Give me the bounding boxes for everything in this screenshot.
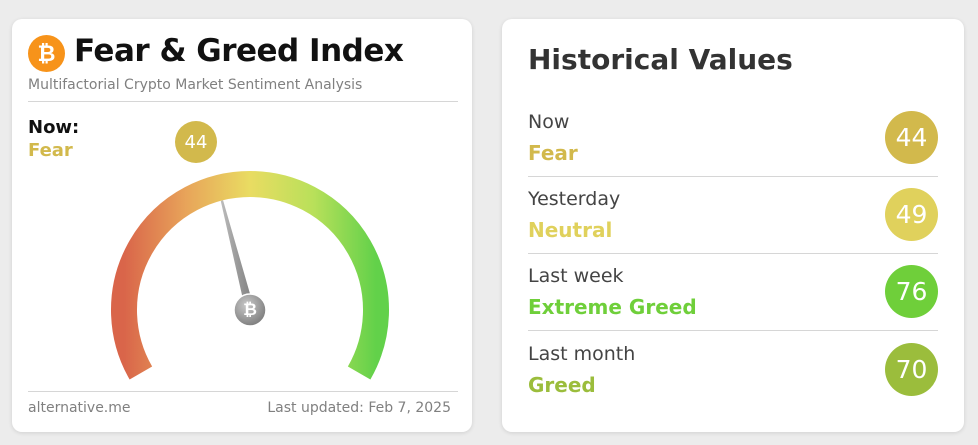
sentiment-gauge: ₿ [111,171,389,380]
history-period: Last month [528,343,636,365]
history-row-last-month: Last month Greed 70 [528,343,938,420]
current-value-badge: 44 [175,121,217,163]
divider [528,330,938,331]
history-value-badge: 70 [885,343,938,396]
history-classification: Fear [528,141,578,165]
fear-greed-card: ₿ Fear & Greed Index Multifactorial Cryp… [12,19,472,432]
divider [28,101,458,102]
history-row-yesterday: Yesterday Neutral 49 [528,188,938,265]
history-period: Last week [528,265,624,287]
source-link[interactable]: alternative.me [28,400,131,416]
gauge-hub [233,293,267,327]
history-classification: Greed [528,373,596,397]
section-title: Historical Values [528,43,793,76]
history-value-badge: 44 [885,111,938,164]
now-classification: Fear [28,140,73,161]
divider [528,253,938,254]
now-label: Now: [28,117,80,138]
history-row-now: Now Fear 44 [528,111,938,188]
history-classification: Neutral [528,218,613,242]
bitcoin-icon: ₿ [243,300,257,320]
bitcoin-icon: ₿ [28,35,65,72]
historical-values-card: Historical Values Now Fear 44 Yesterday … [502,19,964,432]
history-value-badge: 76 [885,265,938,318]
history-row-last-week: Last week Extreme Greed 76 [528,265,938,342]
history-period: Now [528,111,570,133]
divider [28,391,458,392]
subtitle: Multifactorial Crypto Market Sentiment A… [28,77,363,93]
gauge-arc [111,171,389,380]
gauge-needle [220,200,255,312]
history-period: Yesterday [528,188,621,210]
history-value-badge: 49 [885,188,938,241]
history-classification: Extreme Greed [528,295,697,319]
page-title: Fear & Greed Index [74,33,404,69]
divider [528,176,938,177]
last-updated: Last updated: Feb 7, 2025 [267,400,451,416]
